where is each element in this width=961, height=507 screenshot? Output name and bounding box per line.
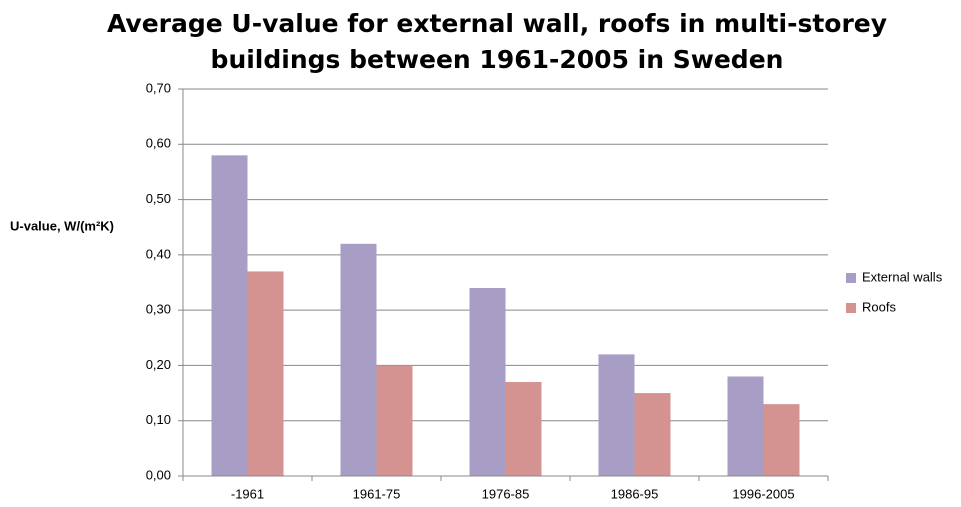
x-tick-label: 1996-2005 <box>732 486 794 501</box>
bar <box>763 404 800 476</box>
x-tick-label: 1961-75 <box>353 486 401 501</box>
y-axis-label: U-value, W/(m²K) <box>10 218 114 233</box>
y-tick-label: 0,40 <box>146 246 171 261</box>
bar <box>469 288 506 476</box>
y-tick-label: 0,60 <box>146 136 171 151</box>
bar <box>598 354 635 476</box>
legend-swatch <box>846 303 856 313</box>
bar <box>340 243 377 476</box>
y-tick-label: 0,20 <box>146 357 171 372</box>
legend-label: Roofs <box>862 299 896 314</box>
x-tick-label: 1976-85 <box>482 486 530 501</box>
chart-title: buildings between 1961-2005 in Sweden <box>211 45 784 74</box>
y-tick-label: 0,50 <box>146 191 171 206</box>
bar <box>727 376 764 476</box>
bar <box>505 382 542 476</box>
legend-swatch <box>846 273 856 283</box>
legend-label: External walls <box>862 269 943 284</box>
bar <box>211 155 248 477</box>
x-tick-label: 1986-95 <box>611 486 659 501</box>
y-tick-label: 0,00 <box>146 467 171 482</box>
bar <box>634 393 671 476</box>
y-tick-label: 0,30 <box>146 302 171 317</box>
y-tick-label: 0,70 <box>146 80 171 95</box>
x-tick-label: -1961 <box>231 486 264 501</box>
bar <box>247 271 284 476</box>
bar <box>376 365 413 476</box>
y-tick-label: 0,10 <box>146 412 171 427</box>
chart-title: Average U-value for external wall, roofs… <box>107 9 887 38</box>
